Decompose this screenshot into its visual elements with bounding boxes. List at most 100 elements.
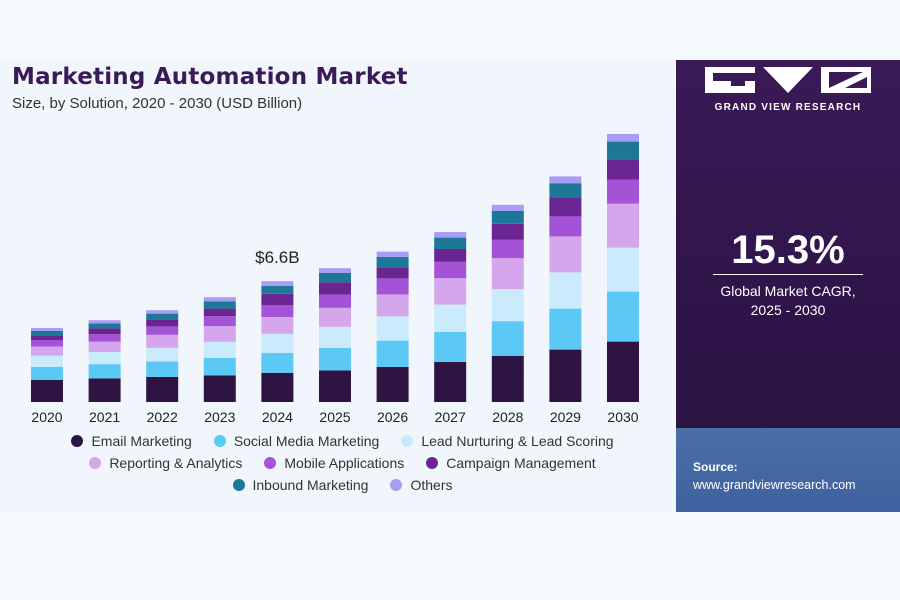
bar-segment-inbound-marketing-2030 <box>607 141 639 160</box>
cagr-label-line2: 2025 - 2030 <box>750 302 826 318</box>
bar-segment-reporting-analytics-2027 <box>434 278 467 305</box>
bar-segment-mobile-applications-2026 <box>376 278 409 295</box>
x-tick-label: 2026 <box>377 409 408 425</box>
bar-segment-inbound-marketing-2020 <box>31 330 63 336</box>
bar-segment-others-2026 <box>376 251 409 257</box>
source-link[interactable]: www.grandviewresearch.com <box>693 478 856 492</box>
bar-segment-lead-nurturing-lead-scoring-2030 <box>607 247 639 292</box>
x-tick-label: 2027 <box>435 409 466 425</box>
bar-segment-lead-nurturing-lead-scoring-2026 <box>376 316 409 341</box>
bar-segment-social-media-marketing-2028 <box>491 321 524 356</box>
bar-segment-reporting-analytics-2026 <box>376 294 409 317</box>
x-axis-tick-labels: 2020 2021 2022 2023 2024 2025 2026 2027 2028 2029… <box>31 409 638 425</box>
bar-segment-others-2022 <box>146 310 179 314</box>
bar-segment-email-marketing-2026 <box>376 367 409 402</box>
x-tick-label: 2021 <box>89 409 120 425</box>
legend-label: Others <box>410 477 453 493</box>
bar-segment-reporting-analytics-2022 <box>146 334 179 348</box>
bar-segment-campaign-management-2020 <box>31 335 63 340</box>
bar-segment-social-media-marketing-2020 <box>31 367 63 380</box>
bar-segment-mobile-applications-2027 <box>434 261 467 279</box>
cagr-panel: GRAND VIEW RESEARCH 15.3% Global Market … <box>676 60 900 512</box>
bar-segment-email-marketing-2029 <box>549 349 582 402</box>
cagr-label-line1: Global Market CAGR, <box>720 283 856 299</box>
bar-segment-campaign-management-2024 <box>261 293 294 305</box>
x-tick-label: 2022 <box>147 409 178 425</box>
source-label: Source: <box>693 460 738 474</box>
bar-segment-others-2023 <box>203 297 236 302</box>
bar-segment-lead-nurturing-lead-scoring-2021 <box>88 352 121 365</box>
bar-segment-lead-nurturing-lead-scoring-2020 <box>31 355 63 367</box>
bar-segment-email-marketing-2025 <box>319 370 351 402</box>
bar-segment-reporting-analytics-2021 <box>88 341 121 352</box>
bar-segment-others-2028 <box>491 204 524 211</box>
bar-segment-lead-nurturing-lead-scoring-2028 <box>491 289 524 322</box>
legend-item: Lead Nurturing & Lead Scoring <box>401 433 614 449</box>
bar-segment-social-media-marketing-2027 <box>434 332 467 362</box>
bar-segment-lead-nurturing-lead-scoring-2024 <box>261 333 294 353</box>
bar-segment-email-marketing-2021 <box>88 378 121 402</box>
legend-row: Inbound Marketing Others <box>10 474 675 496</box>
legend-swatch <box>401 435 414 447</box>
bar-segment-others-2024 <box>261 281 294 286</box>
bar-segment-mobile-applications-2024 <box>261 305 294 317</box>
source-band <box>676 428 900 512</box>
bar-segment-reporting-analytics-2023 <box>203 326 236 342</box>
x-tick-label: 2029 <box>550 409 581 425</box>
bar-segment-inbound-marketing-2025 <box>319 273 351 283</box>
bar-segment-social-media-marketing-2024 <box>261 352 294 373</box>
bar-segment-social-media-marketing-2022 <box>146 361 179 377</box>
bar-segment-mobile-applications-2020 <box>31 340 63 347</box>
bar-segment-mobile-applications-2029 <box>549 216 582 237</box>
bar-segment-reporting-analytics-2020 <box>31 346 63 356</box>
bar-segment-email-marketing-2024 <box>261 372 294 402</box>
bar-segment-email-marketing-2020 <box>31 380 63 402</box>
bar-segment-mobile-applications-2023 <box>203 316 236 327</box>
bar-segment-inbound-marketing-2029 <box>549 183 582 198</box>
x-tick-label: 2020 <box>31 409 62 425</box>
legend-item: Others <box>390 477 452 493</box>
legend-swatch <box>264 457 277 469</box>
chart-subtitle: Size, by Solution, 2020 - 2030 (USD Bill… <box>12 95 303 112</box>
bar-segment-email-marketing-2028 <box>491 356 524 402</box>
bar-segment-others-2020 <box>31 328 63 331</box>
bar-segment-others-2027 <box>434 232 467 238</box>
bar-segment-reporting-analytics-2029 <box>549 236 582 273</box>
bar-segment-lead-nurturing-lead-scoring-2029 <box>549 272 582 309</box>
legend-label: Campaign Management <box>446 455 596 471</box>
bar-segment-reporting-analytics-2024 <box>261 317 294 334</box>
bar-segment-others-2021 <box>88 320 121 324</box>
bar-segment-email-marketing-2022 <box>146 377 179 402</box>
bar-segment-mobile-applications-2022 <box>146 326 179 335</box>
stacked-bar-chart: 2020 2021 2022 2023 2024 2025 2026 2027 2028 2029… <box>31 134 639 425</box>
x-tick-label: 2023 <box>204 409 235 425</box>
brand-name: GRAND VIEW RESEARCH <box>714 102 862 113</box>
legend-item: Reporting & Analytics <box>89 455 242 471</box>
bar-segment-campaign-management-2026 <box>376 267 409 279</box>
legend-label: Mobile Applications <box>284 455 405 471</box>
bar-segment-campaign-management-2025 <box>319 282 351 295</box>
legend-label: Reporting & Analytics <box>109 455 243 471</box>
bar-segment-campaign-management-2022 <box>146 319 179 327</box>
bar-segment-reporting-analytics-2028 <box>491 258 524 290</box>
legend-item: Inbound Marketing <box>232 477 368 493</box>
x-tick-label: 2028 <box>492 409 523 425</box>
legend-item: Email Marketing <box>71 433 192 449</box>
legend-row: Email Marketing Social Media Marketing Lea… <box>10 430 675 452</box>
bar-segment-inbound-marketing-2026 <box>376 256 409 268</box>
x-tick-label: 2030 <box>607 409 638 425</box>
bar-segment-lead-nurturing-lead-scoring-2022 <box>146 347 179 362</box>
legend-label: Lead Nurturing & Lead Scoring <box>421 433 614 449</box>
bar-segment-inbound-marketing-2024 <box>261 285 294 294</box>
bar-segment-others-2029 <box>549 176 582 184</box>
legend-swatch <box>71 435 84 447</box>
legend-swatch <box>89 457 102 469</box>
bars-layer <box>31 134 639 402</box>
bar-segment-email-marketing-2030 <box>607 341 639 402</box>
x-tick-label: 2024 <box>262 409 293 425</box>
bar-segment-campaign-management-2027 <box>434 249 467 262</box>
legend-swatch <box>213 435 226 447</box>
bar-segment-inbound-marketing-2021 <box>88 323 121 329</box>
bar-segment-mobile-applications-2028 <box>491 239 524 259</box>
bar-segment-campaign-management-2021 <box>88 328 121 335</box>
